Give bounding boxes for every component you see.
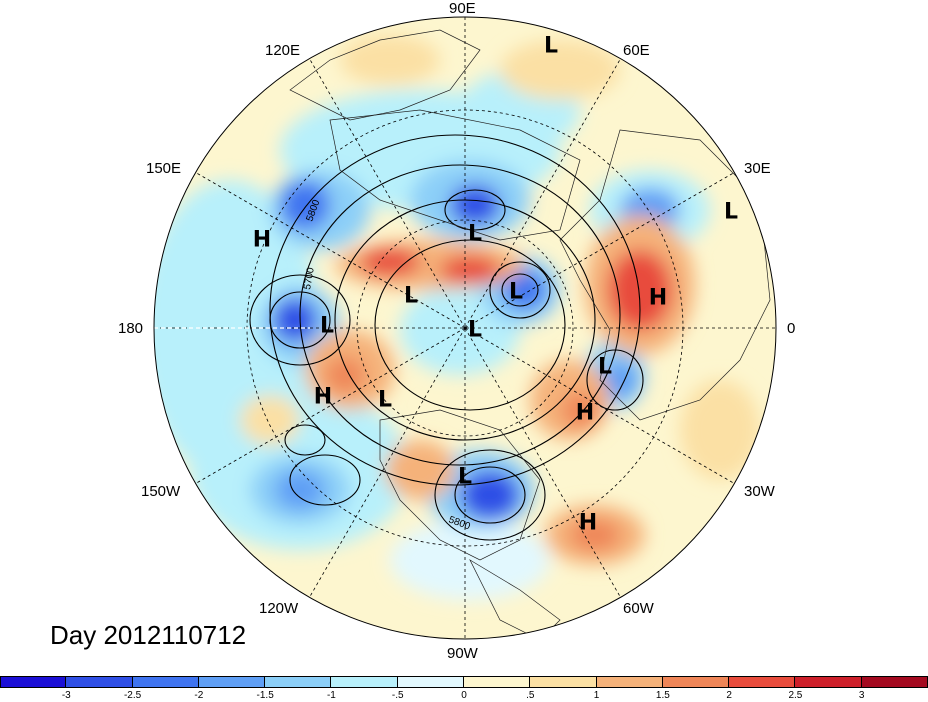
lon-label-0: 0 [787,320,795,337]
colorbar-tick-label: 1 [594,690,600,701]
lon-label-120w: 120W [259,600,298,617]
low-center-marker: L [544,34,558,59]
colorbar-tick-label: 2.5 [788,690,802,701]
date-title: Day 2012110712 [50,620,246,651]
low-center-marker: L [378,388,392,413]
low-center-marker: L [468,318,482,343]
lon-label-150w: 150W [141,483,180,500]
lon-label-180: 180 [118,320,143,337]
low-center-marker: L [458,465,472,490]
colorbar: -3 -2.5 -2 -1.5 -1 -.5 0 .5 1 1.5 2 2.5 3 [0,676,928,702]
high-center-marker: H [579,511,597,536]
colorbar-tick-label: .5 [526,690,534,701]
lon-label-30w: 30W [744,483,775,500]
lon-label-30e: 30E [744,160,771,177]
lon-label-60w: 60W [623,600,654,617]
polar-anomaly-map: 5800 5700 5800 [0,0,928,680]
colorbar-tick-label: 1.5 [656,690,670,701]
colorbar-frame [0,676,928,688]
high-center-marker: H [314,385,332,410]
colorbar-tick-label: 0 [461,690,467,701]
high-center-marker: H [576,401,594,426]
colorbar-tick-label: -2 [194,690,203,701]
lon-label-90w: 90W [447,645,478,662]
colorbar-tick-label: -1.5 [257,690,274,701]
colorbar-tick-label: 3 [859,690,865,701]
lon-label-90e: 90E [449,0,476,17]
high-center-marker: H [649,286,667,311]
low-center-marker: L [320,314,334,339]
lon-label-120e: 120E [265,42,300,59]
colorbar-tick-label: -2.5 [124,690,141,701]
lon-label-150e: 150E [146,160,181,177]
low-center-marker: L [404,284,418,309]
high-center-marker: H [253,228,271,253]
low-center-marker: L [724,200,738,225]
colorbar-tick-label: -3 [62,690,71,701]
low-center-marker: L [509,280,523,305]
low-center-marker: L [468,222,482,247]
colorbar-tick-label: -.5 [392,690,404,701]
low-center-marker: L [598,355,612,380]
lon-label-60e: 60E [623,42,650,59]
colorbar-tick-label: -1 [327,690,336,701]
colorbar-tick-label: 2 [726,690,732,701]
